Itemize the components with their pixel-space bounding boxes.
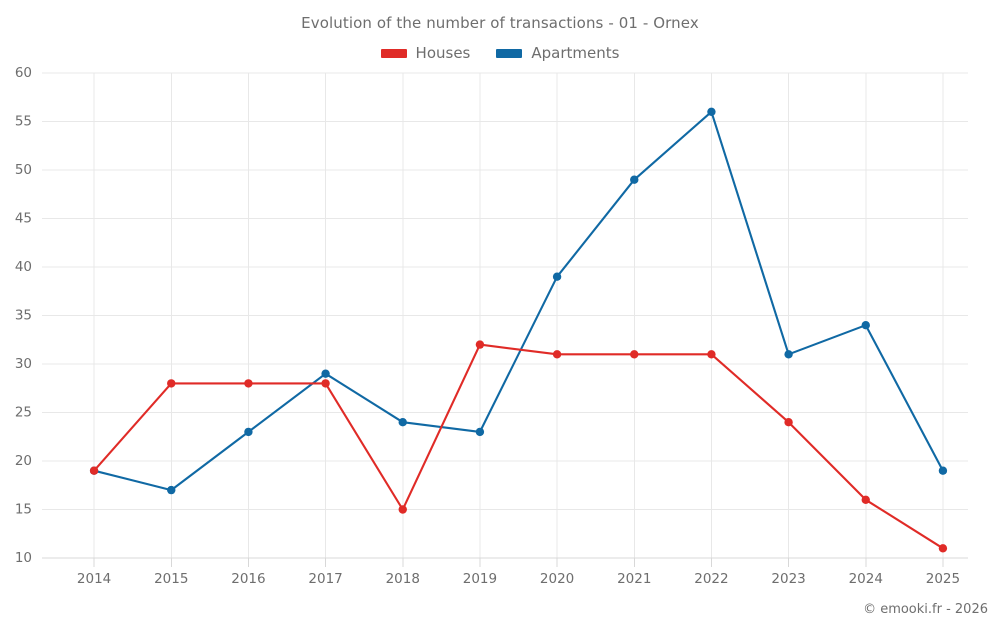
data-point-marker[interactable] xyxy=(475,340,485,349)
data-point-marker[interactable] xyxy=(398,418,407,427)
data-point-marker[interactable] xyxy=(861,495,870,504)
y-axis-tick-label: 15 xyxy=(15,502,32,518)
y-axis-labels: 10 15 20 25 30 35 40 45 50 55 60 xyxy=(15,65,32,566)
x-axis-tick-label: 2022 xyxy=(694,571,728,587)
y-axis-tick-label: 50 xyxy=(15,162,32,178)
x-axis-labels: 2014 2015 2016 2017 2018 2019 2020 2021 2022 2023… xyxy=(77,571,960,587)
data-point-marker[interactable] xyxy=(244,427,253,437)
x-axis-tick-label: 2016 xyxy=(231,571,265,587)
chart-legend: Houses Apartments xyxy=(0,44,1000,62)
y-axis-tick-label: 40 xyxy=(15,259,32,275)
y-axis-tick-label: 25 xyxy=(15,405,32,421)
data-point-marker[interactable] xyxy=(167,379,176,388)
y-axis-tick-label: 10 xyxy=(15,550,32,566)
data-point-marker[interactable] xyxy=(707,107,716,117)
data-point-marker[interactable] xyxy=(552,350,562,359)
chart-title: Evolution of the number of transactions … xyxy=(301,14,699,32)
data-point-marker[interactable] xyxy=(89,466,99,475)
y-axis-tick-label: 60 xyxy=(15,65,32,81)
data-point-marker[interactable] xyxy=(938,544,948,553)
series-line-apartments xyxy=(93,110,944,492)
x-axis-tick-label: 2025 xyxy=(926,571,960,587)
data-point-marker[interactable] xyxy=(707,350,716,359)
legend-swatch-apartments-icon xyxy=(496,48,523,58)
y-axis-tick-label: 20 xyxy=(15,453,32,469)
x-axis-tick-label: 2021 xyxy=(617,571,651,587)
data-point-marker[interactable] xyxy=(244,379,253,388)
y-axis-tick-label: 35 xyxy=(15,308,32,324)
x-axis-tick-label: 2019 xyxy=(463,571,497,587)
data-point-marker[interactable] xyxy=(321,379,330,388)
data-point-marker[interactable] xyxy=(475,427,485,437)
legend-item-apartments[interactable]: Apartments xyxy=(496,44,619,62)
x-axis-tick-label: 2023 xyxy=(771,571,805,587)
data-point-marker[interactable] xyxy=(784,418,793,427)
series-line-houses xyxy=(93,343,944,550)
legend-label-apartments: Apartments xyxy=(531,44,620,62)
data-point-marker[interactable] xyxy=(398,505,407,514)
data-point-marker[interactable] xyxy=(167,485,176,495)
x-axis-tick-label: 2018 xyxy=(386,571,420,587)
data-point-marker[interactable] xyxy=(552,272,562,281)
data-point-marker[interactable] xyxy=(630,175,639,184)
data-point-marker[interactable] xyxy=(321,369,330,378)
legend-label-houses: Houses xyxy=(415,44,471,62)
legend-item-houses[interactable]: Houses xyxy=(380,44,471,62)
data-point-marker[interactable] xyxy=(630,350,639,359)
y-axis-tick-label: 55 xyxy=(15,114,32,130)
data-series xyxy=(89,107,948,553)
data-point-marker[interactable] xyxy=(938,466,948,475)
legend-swatch-houses-icon xyxy=(380,48,407,58)
gridlines xyxy=(42,72,968,567)
x-axis-tick-label: 2014 xyxy=(77,571,111,587)
x-axis-tick-label: 2020 xyxy=(540,571,574,587)
y-axis-tick-label: 45 xyxy=(15,211,32,227)
data-point-marker[interactable] xyxy=(861,321,870,330)
x-axis-tick-label: 2015 xyxy=(154,571,188,587)
x-axis-tick-label: 2024 xyxy=(849,571,883,587)
data-point-marker[interactable] xyxy=(784,350,793,359)
x-axis-tick-label: 2017 xyxy=(308,571,342,587)
footer-credit: © emooki.fr - 2026 xyxy=(863,602,988,617)
y-axis-tick-label: 30 xyxy=(15,356,32,372)
